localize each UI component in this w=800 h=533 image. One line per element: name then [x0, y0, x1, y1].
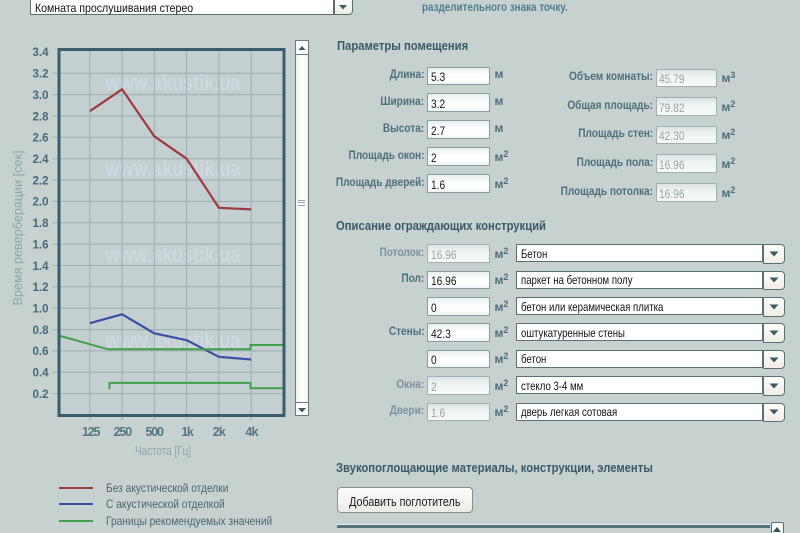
svg-text:www.akustik.ua: www.akustik.ua: [105, 70, 241, 95]
svg-text:1.0: 1.0: [33, 304, 49, 316]
svg-text:4k: 4k: [245, 425, 258, 439]
svg-text:500: 500: [145, 425, 164, 439]
svg-text:Время реверберации [сек]: Время реверберации [сек]: [11, 151, 25, 306]
svg-text:1.8: 1.8: [33, 218, 50, 230]
svg-text:2.8: 2.8: [33, 111, 50, 123]
svg-text:2.2: 2.2: [33, 175, 49, 187]
svg-text:0.4: 0.4: [33, 368, 50, 380]
svg-text:3.0: 3.0: [33, 90, 49, 102]
svg-text:3.4: 3.4: [33, 47, 50, 59]
svg-text:3.2: 3.2: [33, 69, 49, 81]
svg-text:Частота [Гц]: Частота [Гц]: [135, 443, 191, 458]
svg-text:2k: 2k: [213, 425, 226, 439]
svg-text:0.2: 0.2: [33, 389, 49, 401]
svg-text:www.akustik.ua: www.akustik.ua: [105, 242, 241, 267]
svg-text:2.6: 2.6: [33, 133, 49, 145]
svg-text:2.0: 2.0: [33, 197, 49, 209]
svg-text:250: 250: [114, 425, 133, 439]
svg-text:www.akustik.ua: www.akustik.ua: [105, 156, 241, 181]
svg-text:1.2: 1.2: [33, 282, 49, 294]
svg-text:0.8: 0.8: [33, 325, 50, 337]
svg-text:1.4: 1.4: [33, 261, 50, 273]
svg-text:0.6: 0.6: [33, 346, 49, 358]
svg-text:2.4: 2.4: [33, 154, 50, 166]
svg-text:1.6: 1.6: [33, 239, 49, 251]
svg-text:125: 125: [82, 425, 101, 439]
svg-text:1k: 1k: [181, 425, 194, 439]
